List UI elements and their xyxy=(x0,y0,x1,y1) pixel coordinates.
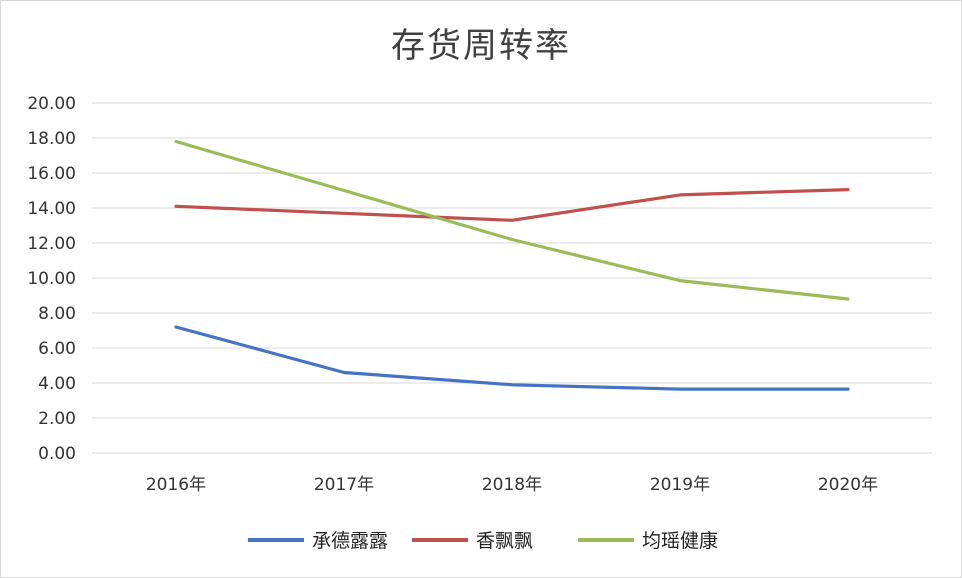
series-line-0 xyxy=(174,325,850,391)
x-tick-label: 2016年 xyxy=(146,475,206,495)
legend-label-0: 承德露露 xyxy=(312,530,388,552)
y-tick-label: 20.00 xyxy=(27,94,76,114)
x-tick-label: 2018年 xyxy=(482,475,542,495)
gridlines xyxy=(92,102,932,454)
y-axis-tick-labels: 0.00 2.00 4.00 6.00 8.00 10.00 12.00 14.00 16.00… xyxy=(27,94,76,464)
x-tick-label: 2020年 xyxy=(818,475,878,495)
y-tick-label: 8.00 xyxy=(38,304,76,324)
x-tick-label: 2019年 xyxy=(650,475,710,495)
legend-label-1: 香飘飘 xyxy=(476,530,533,552)
x-tick-label: 2017年 xyxy=(314,475,374,495)
y-tick-label: 6.00 xyxy=(38,339,76,359)
series-lines xyxy=(174,139,850,391)
y-tick-label: 18.00 xyxy=(27,129,76,149)
legend-label-2: 均瑶健康 xyxy=(642,530,718,552)
y-tick-label: 14.00 xyxy=(27,199,76,219)
series-line-2 xyxy=(174,139,850,301)
y-tick-label: 10.00 xyxy=(27,269,76,289)
y-tick-label: 0.00 xyxy=(38,444,76,464)
y-tick-label: 2.00 xyxy=(38,409,76,429)
chart-title: 存货周转率 xyxy=(391,26,571,66)
y-tick-label: 16.00 xyxy=(27,164,76,184)
y-tick-label: 12.00 xyxy=(27,234,76,254)
series-line-1 xyxy=(174,188,850,222)
x-axis-tick-labels: 2016年 2017年 2018年 2019年 2020年 xyxy=(146,475,878,495)
legend: 承德露露 香飘飘 均瑶健康 xyxy=(248,530,718,552)
y-tick-label: 4.00 xyxy=(38,374,76,394)
